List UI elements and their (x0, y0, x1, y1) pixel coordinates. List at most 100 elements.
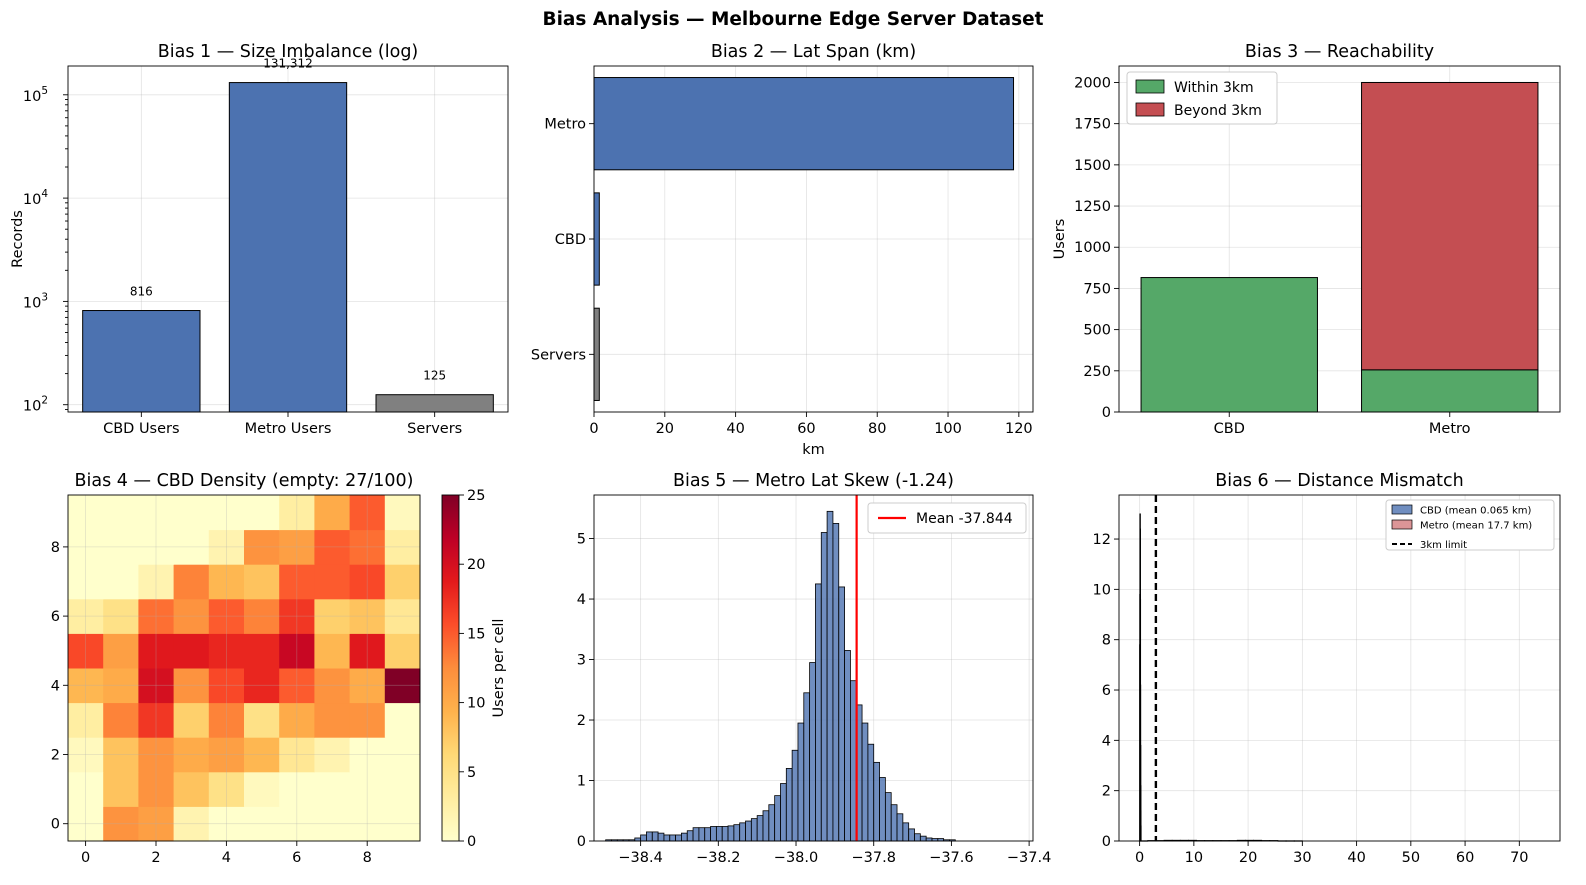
heatmap-cell (314, 529, 351, 565)
y-tick-label: 250 (1083, 364, 1111, 380)
heatmap-cell (103, 668, 139, 704)
heatmap-cell (173, 771, 210, 807)
legend-label: Metro (mean 17.7 km) (1420, 521, 1532, 532)
heatmap-cell (314, 702, 351, 738)
histogram-bar (890, 804, 898, 842)
histogram-bar (745, 820, 752, 842)
heatmap-cell (173, 806, 210, 842)
legend: CBD (mean 0.065 km) Metro (mean 17.7 km) 3… (1385, 499, 1555, 551)
histogram-bar (797, 722, 805, 842)
heatmap-cell (314, 598, 351, 634)
histogram-bar (879, 777, 886, 842)
heatmap-cell (103, 806, 139, 842)
heatmap-cell (68, 668, 104, 704)
histogram-bar (686, 830, 694, 842)
heatmap-cell (349, 806, 386, 842)
x-tick-label: 80 (868, 421, 886, 437)
legend: Mean -37.844 (867, 502, 1027, 534)
heatmap-cell (103, 771, 139, 807)
y-tick-label: 8 (51, 540, 60, 556)
heatmap-cell (244, 806, 280, 842)
heatmap-cell (279, 771, 315, 807)
y-tick-label: 105 (23, 85, 48, 105)
legend-label: Mean -37.844 (916, 511, 1013, 527)
y-tick-label: 1250 (1074, 199, 1111, 215)
x-tick-label: 8 (363, 850, 372, 866)
heatmap-cell (68, 495, 104, 531)
heatmap-cell (314, 633, 351, 669)
y-tick-label: 2000 (1074, 75, 1111, 91)
heatmap-cell (314, 806, 351, 842)
panel-title: Bias 3 — Reachability (1245, 42, 1434, 62)
histogram-bar (791, 749, 799, 842)
heatmap-cell (208, 771, 245, 807)
panel-title: Bias 6 — Distance Mismatch (1215, 471, 1464, 491)
category-label: Servers (407, 421, 462, 437)
x-tick-label: −37.4 (1007, 850, 1051, 866)
legend-box (1385, 499, 1555, 551)
axes-frame (1118, 65, 1561, 413)
y-tick-exp: 5 (41, 85, 48, 97)
x-tick-label: −37.8 (851, 850, 895, 866)
histogram-bar (785, 768, 793, 842)
histogram-bar (657, 832, 665, 842)
y-tick-label: 2 (1102, 784, 1111, 800)
heatmap-cell (68, 702, 104, 738)
colorbar-tick-label: 10 (467, 696, 485, 712)
histogram-bar (675, 834, 682, 842)
heatmap-cell (279, 495, 315, 531)
heatmap-cell (138, 529, 175, 565)
heatmap-cell (314, 564, 351, 600)
heatmap-cell (138, 737, 175, 773)
panel-reachability: 0 250 500 750 1000 1250 1500 1750 2000 CBD Metro Bi… (1052, 42, 1561, 437)
heatmap-cell (384, 702, 421, 738)
bar-cbd-within (1140, 277, 1318, 413)
heatmap-cell (103, 495, 139, 531)
bar-cbd-users (82, 310, 201, 413)
heatmap-cell (173, 737, 210, 773)
y-tick-label: 8 (1102, 633, 1111, 649)
heatmap-cell (173, 598, 210, 634)
histogram-bar (873, 761, 880, 842)
bar-metro-users (228, 82, 348, 413)
colorbar-tick-label: 25 (467, 488, 485, 504)
heatmap-cell (279, 598, 315, 634)
histogram-bar (803, 692, 811, 842)
x-axis-label: km (802, 442, 825, 458)
heatmap-cell (103, 737, 139, 773)
axes-frame (593, 65, 1034, 413)
heatmap-cell (314, 771, 351, 807)
histogram-bar (698, 827, 706, 842)
histogram-bar (733, 824, 741, 842)
heatmap-cell (384, 564, 421, 600)
legend-label: 3km limit (1420, 540, 1467, 551)
x-tick-label: 2 (151, 850, 160, 866)
bar-servers (593, 307, 600, 401)
heatmap-cell (384, 633, 421, 669)
y-tick-label: 4 (577, 592, 586, 608)
heatmap-cell (68, 806, 104, 842)
x-tick-label: 70 (1510, 850, 1528, 866)
heatmap-cell (138, 702, 175, 738)
heatmap-cell (208, 806, 245, 842)
panel-distance-mismatch: 0 10 20 30 40 50 60 70 0 2 4 6 8 10 12 Bias 6 — Distanc… (1093, 471, 1561, 866)
x-tick-label: 0 (1135, 850, 1144, 866)
y-tick-label: 6 (1102, 683, 1111, 699)
bar-servers (375, 394, 494, 413)
y-tick-label: 500 (1083, 323, 1111, 339)
heatmap-cell (314, 668, 351, 704)
axes-frame (593, 494, 1034, 842)
y-tick-label: 103 (23, 291, 48, 311)
histogram-bar (844, 650, 851, 842)
heatmap-cell (244, 771, 280, 807)
category-label: Metro Users (245, 421, 332, 437)
heatmap-cell (244, 495, 280, 531)
histogram-bar (832, 523, 840, 842)
heatmap-cell (68, 633, 104, 669)
heatmap-cell (244, 702, 280, 738)
x-tick-label: 40 (1347, 850, 1365, 866)
histogram-bar (762, 810, 770, 842)
heatmap-cell (208, 598, 245, 634)
